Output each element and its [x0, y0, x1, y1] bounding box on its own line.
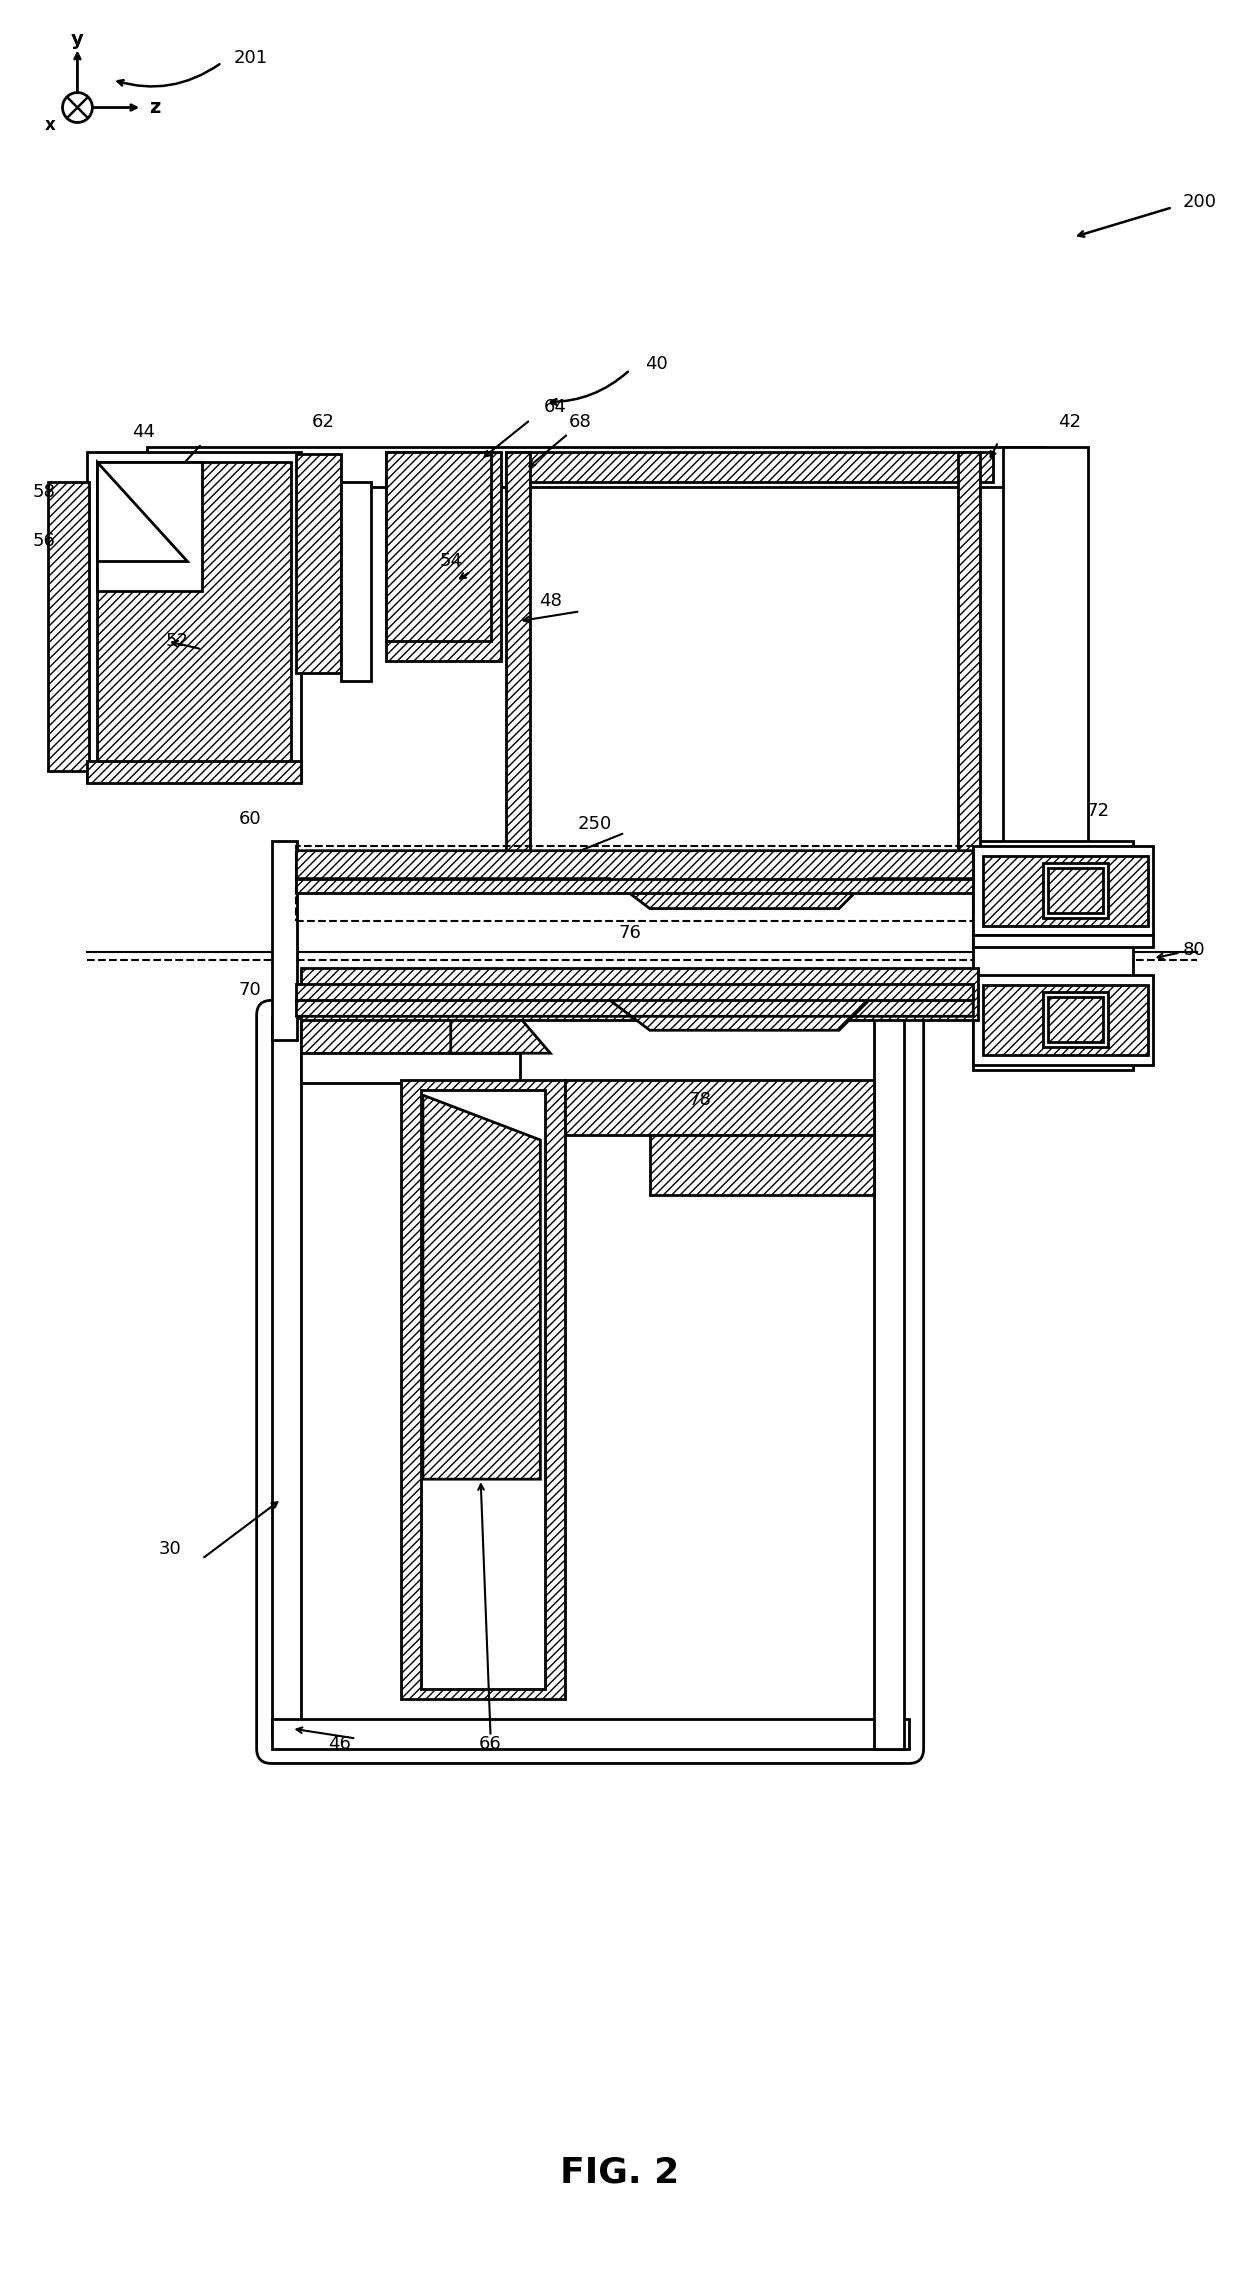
Text: FIG. 2: FIG. 2 — [560, 2155, 680, 2189]
Polygon shape — [973, 845, 1153, 936]
Polygon shape — [401, 1080, 565, 1699]
Text: 42: 42 — [1058, 412, 1081, 431]
Text: 48: 48 — [539, 592, 562, 611]
Polygon shape — [973, 975, 1153, 1066]
Polygon shape — [973, 841, 1132, 1071]
Polygon shape — [565, 1080, 874, 1134]
Polygon shape — [301, 1052, 521, 1082]
Polygon shape — [87, 451, 301, 781]
Text: 250: 250 — [578, 816, 613, 834]
Polygon shape — [874, 1018, 904, 1750]
Text: 64: 64 — [544, 399, 567, 417]
Polygon shape — [296, 879, 973, 893]
Polygon shape — [451, 1018, 551, 1052]
Text: 66: 66 — [479, 1734, 502, 1752]
Text: z: z — [150, 98, 161, 116]
Text: 74: 74 — [320, 863, 342, 882]
Text: 56: 56 — [32, 533, 56, 551]
Polygon shape — [1043, 863, 1107, 918]
Text: 62: 62 — [311, 412, 335, 431]
Text: 44: 44 — [133, 424, 155, 440]
Polygon shape — [506, 451, 531, 882]
Polygon shape — [506, 451, 993, 481]
Polygon shape — [386, 451, 491, 640]
Polygon shape — [98, 462, 202, 592]
Text: 54: 54 — [439, 551, 463, 570]
Text: 58: 58 — [32, 483, 56, 501]
Polygon shape — [148, 446, 1043, 487]
Text: 46: 46 — [327, 1734, 351, 1752]
Polygon shape — [296, 1000, 973, 1030]
Polygon shape — [983, 857, 1148, 925]
Polygon shape — [301, 1018, 521, 1052]
Text: 30: 30 — [159, 1540, 181, 1558]
Polygon shape — [87, 761, 301, 784]
Text: x: x — [45, 116, 56, 134]
Polygon shape — [423, 1096, 541, 1478]
Polygon shape — [272, 841, 298, 1041]
Polygon shape — [1003, 446, 1087, 875]
Polygon shape — [272, 1718, 909, 1750]
Bar — [296, 845, 973, 920]
Text: 80: 80 — [1183, 941, 1205, 959]
Polygon shape — [983, 986, 1148, 1055]
Polygon shape — [47, 481, 89, 770]
Polygon shape — [1048, 868, 1102, 913]
Polygon shape — [296, 850, 973, 909]
Text: 70: 70 — [238, 982, 262, 1000]
Polygon shape — [272, 1018, 301, 1736]
Polygon shape — [650, 1134, 874, 1196]
Polygon shape — [98, 462, 291, 770]
Text: 72: 72 — [1086, 802, 1110, 820]
Polygon shape — [296, 984, 973, 1000]
Text: 40: 40 — [645, 355, 667, 374]
Polygon shape — [1043, 993, 1107, 1048]
Polygon shape — [420, 1091, 546, 1688]
Text: 200: 200 — [1183, 194, 1216, 212]
Polygon shape — [1048, 998, 1102, 1043]
Polygon shape — [959, 451, 981, 882]
Polygon shape — [341, 481, 371, 681]
Text: 68: 68 — [569, 412, 591, 431]
Polygon shape — [98, 462, 187, 560]
Polygon shape — [296, 453, 341, 672]
Text: 60: 60 — [238, 809, 260, 827]
Text: y: y — [71, 30, 84, 50]
Text: 52: 52 — [165, 633, 188, 649]
Polygon shape — [386, 451, 501, 661]
Text: 76: 76 — [619, 923, 641, 941]
Polygon shape — [973, 936, 1153, 948]
Text: 78: 78 — [688, 1091, 711, 1109]
Text: 201: 201 — [233, 48, 268, 66]
Text: 50: 50 — [1086, 995, 1110, 1014]
Polygon shape — [301, 968, 978, 1021]
Circle shape — [62, 93, 92, 123]
FancyBboxPatch shape — [257, 1000, 924, 1763]
